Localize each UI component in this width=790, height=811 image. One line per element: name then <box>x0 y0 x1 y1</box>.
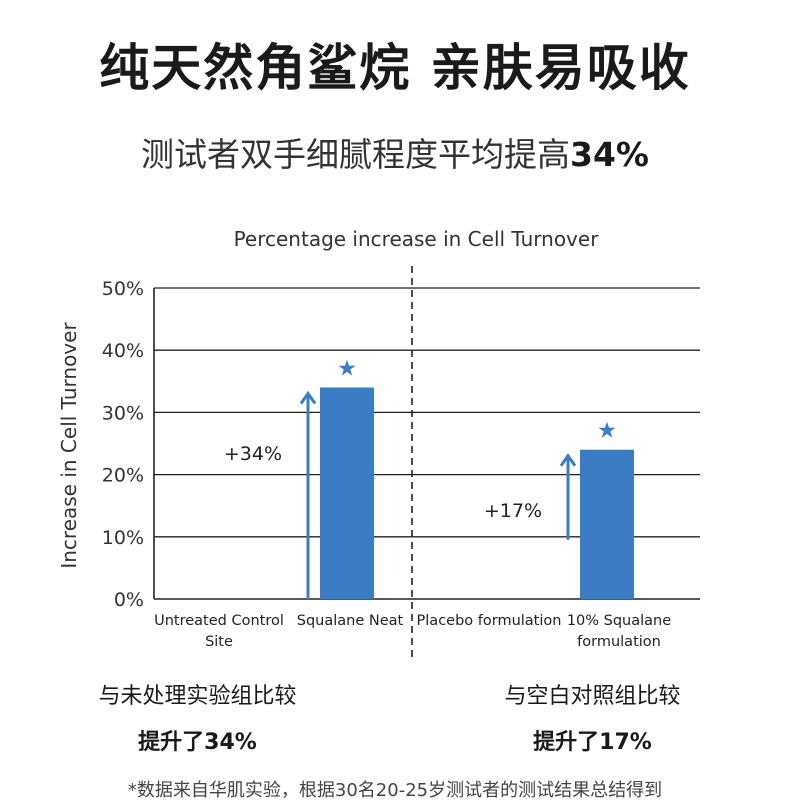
y-tick-label: 10% <box>102 527 144 549</box>
caption-left: 与未处理实验组比较 提升了34% <box>0 678 395 756</box>
increase-arrow-head <box>559 453 577 467</box>
x-tick-label: formulation <box>577 634 661 650</box>
y-axis-label: Increase in Cell Turnover <box>57 322 81 569</box>
subline-text: 测试者双手细腻程度平均提高 <box>141 135 570 174</box>
y-tick-label: 50% <box>102 278 144 300</box>
headline-part1: 纯天然角鲨烷 <box>99 39 412 97</box>
increase-annotation: +17% <box>484 500 542 522</box>
caption-left-line1: 与未处理实验组比较 <box>98 684 297 709</box>
y-tick-label: 0% <box>114 589 144 611</box>
x-tick-label: Placebo formulation <box>417 613 562 629</box>
caption-left-line2: 提升了34% <box>138 730 257 755</box>
increase-arrow-head <box>299 390 317 405</box>
bar <box>580 449 634 599</box>
caption-right: 与空白对照组比较 提升了17% <box>395 678 790 756</box>
star-marker: ★ <box>337 357 357 382</box>
x-tick-label: 10% Squalane <box>567 613 671 629</box>
x-tick-label: Untreated Control <box>154 613 284 629</box>
star-marker: ★ <box>597 419 617 444</box>
x-tick-label: Site <box>205 634 233 650</box>
subline-highlight: 34% <box>570 135 649 174</box>
subline: 测试者双手细腻程度平均提高34% <box>0 128 790 176</box>
caption-right-line1: 与空白对照组比较 <box>504 684 681 709</box>
y-tick-label: 20% <box>102 465 144 487</box>
caption-right-line2: 提升了17% <box>533 730 652 755</box>
bar-chart: Percentage increase in Cell Turnover Incr… <box>57 227 700 660</box>
footnote: *数据来自华肌实验，根据30名20-25岁测试者的测试结果总结得到 <box>127 780 663 801</box>
y-tick-label: 40% <box>102 340 144 362</box>
headline: 纯天然角鲨烷 亲肤易吸收 <box>0 28 790 100</box>
bar <box>320 387 374 599</box>
y-tick-label: 30% <box>102 402 144 424</box>
chart-title: Percentage increase in Cell Turnover <box>234 227 600 251</box>
x-tick-label: Squalane Neat <box>297 613 404 629</box>
headline-part2: 亲肤易吸收 <box>430 39 691 97</box>
increase-annotation: +34% <box>224 443 282 465</box>
